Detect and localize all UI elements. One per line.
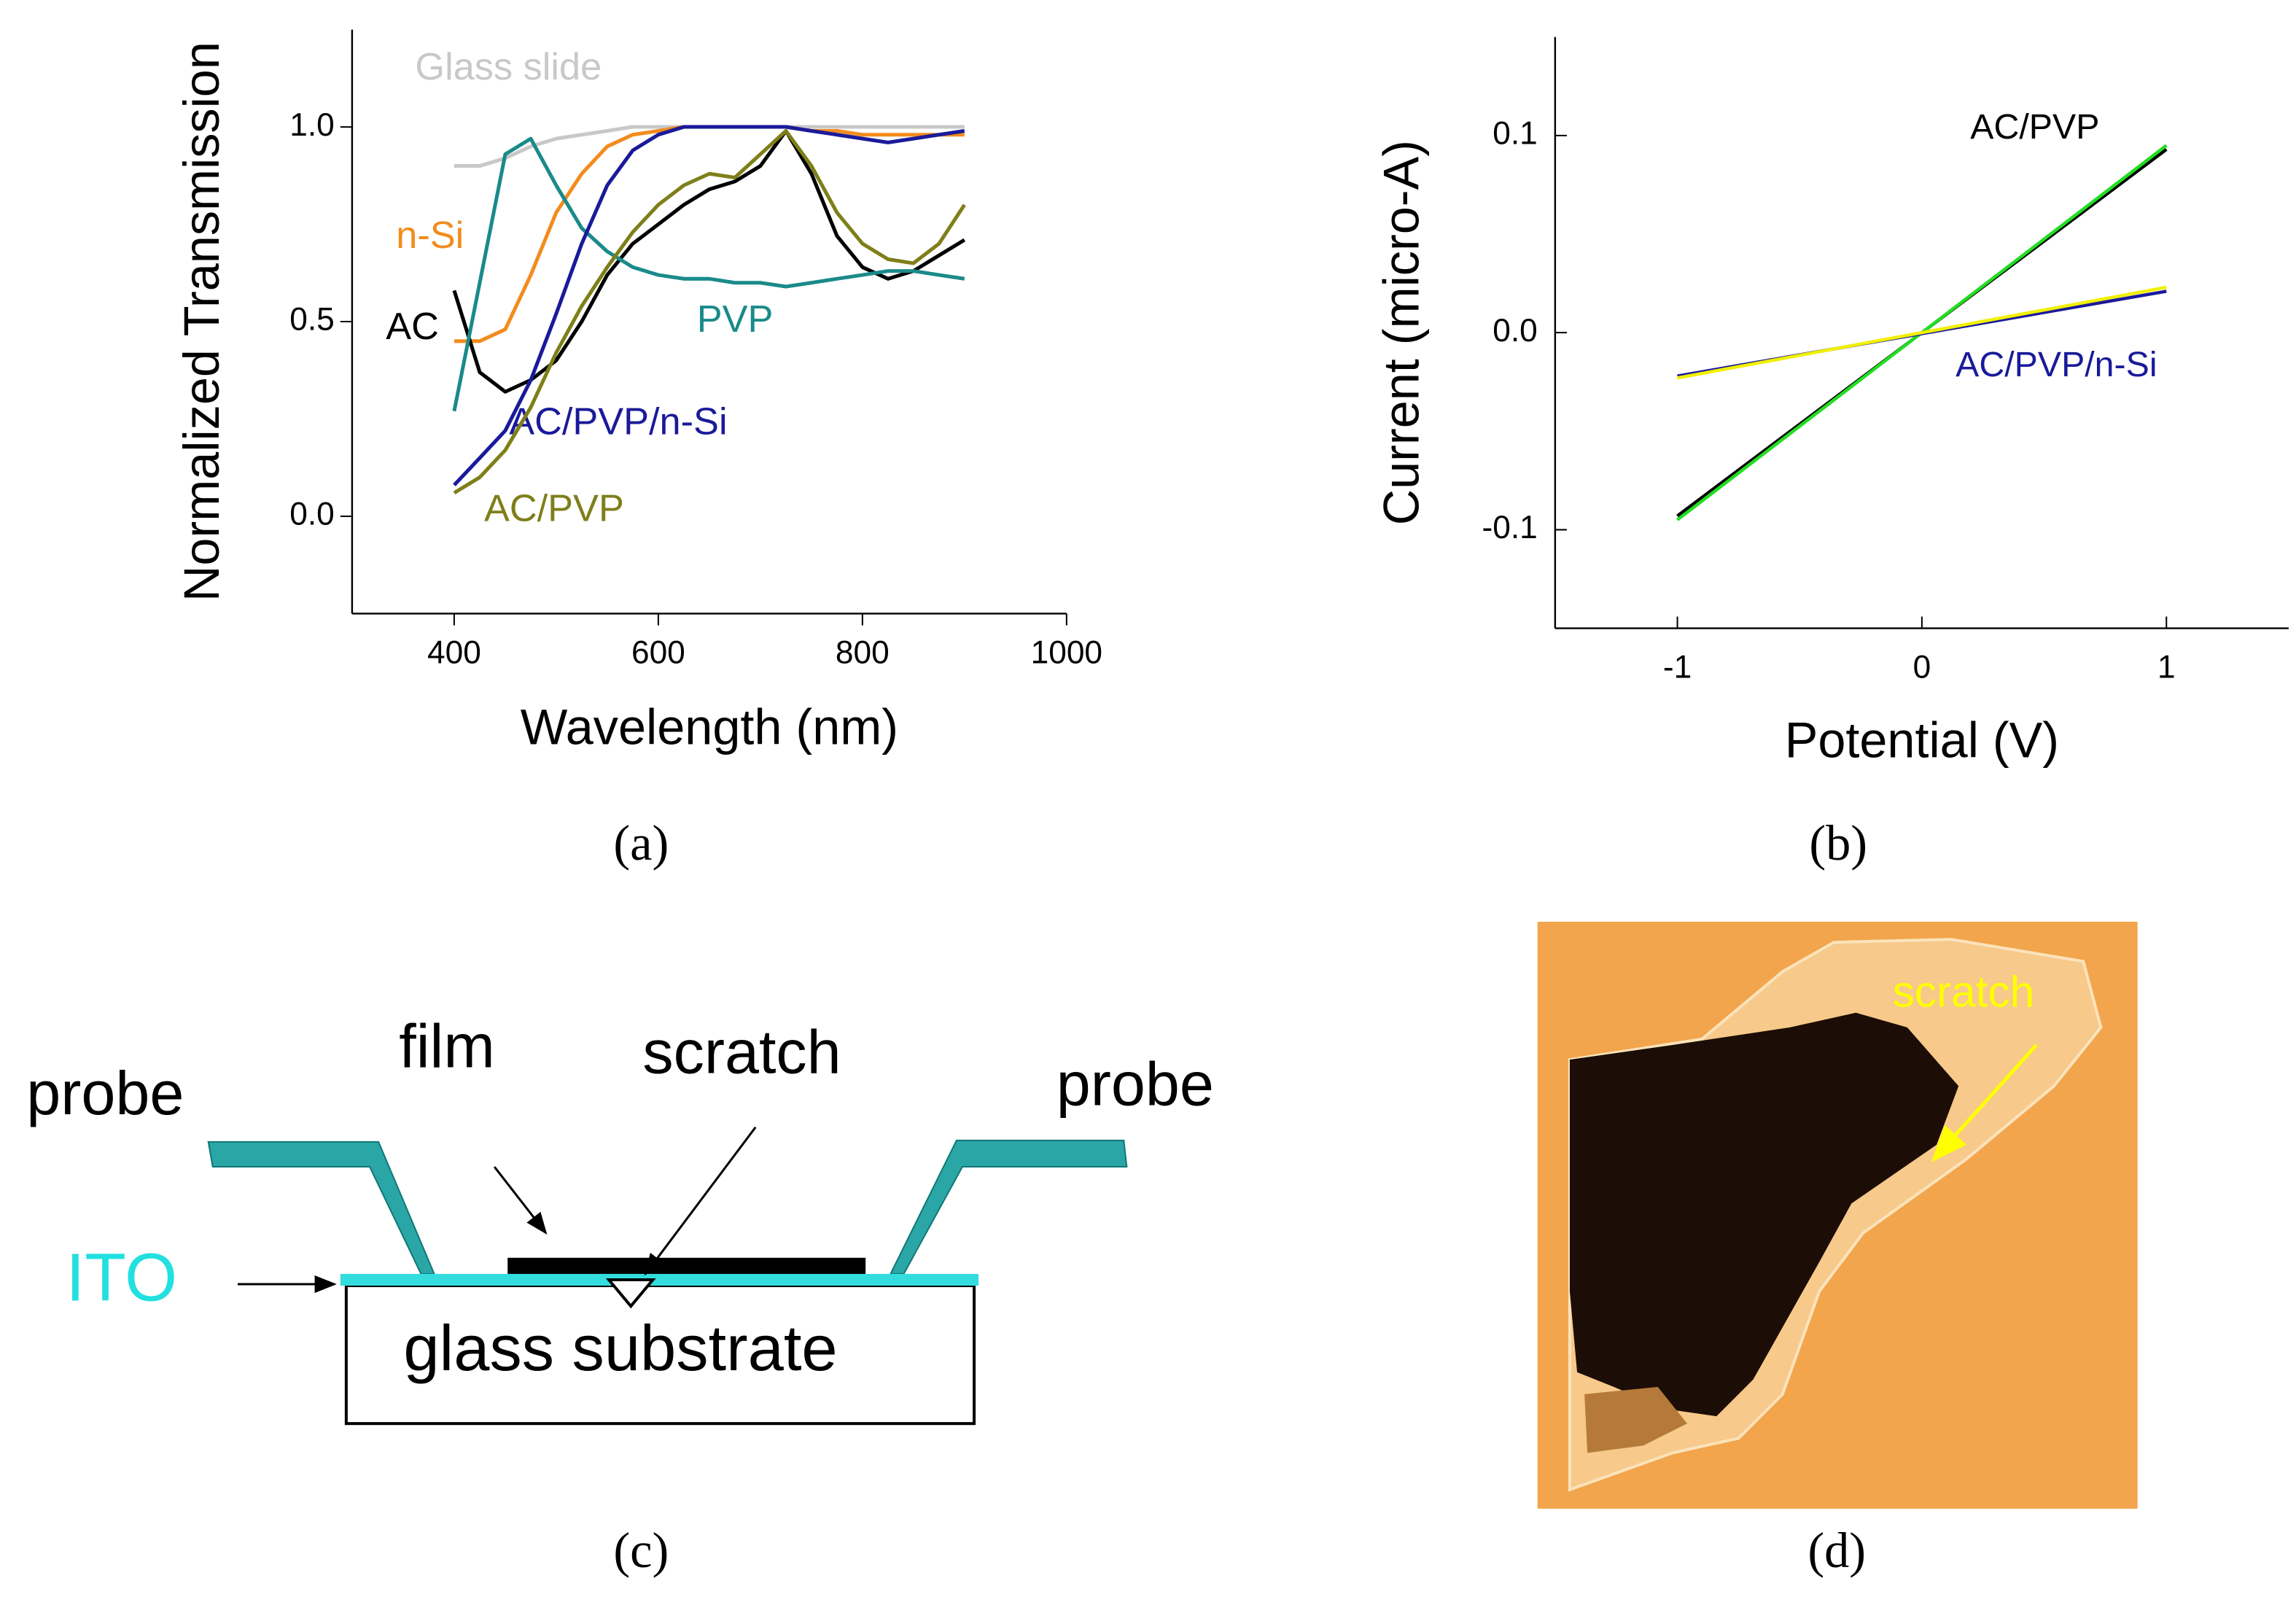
x-tick-label: 800 [836,634,890,670]
y-tick-label: 0.0 [1493,313,1538,349]
series-label: AC [386,306,439,348]
x-tick-label: 0 [1913,650,1931,685]
diagram: probe film scratch probe ITO glass subst… [26,1011,1214,1426]
probe [889,1139,1128,1275]
charts: 0.0 0.5 1.0 400 600 800 1000 Wavelength (nm) Nor… [174,29,2289,769]
ito-layer [340,1273,979,1286]
arrow [493,1166,548,1235]
series-line [452,128,966,394]
y-axis-title: Normalized Transmission [174,42,230,602]
y-tick-label: -0.1 [1482,510,1537,545]
y-tick-label: 0.0 [289,497,335,532]
x-tick-label: -1 [1663,650,1692,685]
series-label: AC/PVP/n-Si [1956,345,2157,384]
film-region [1569,1012,1959,1417]
series-line [452,136,965,412]
series-line [453,125,965,486]
series-label: PVP [697,298,774,341]
photo: scratch [1537,922,2138,1509]
film [507,1257,866,1274]
probe [207,1141,436,1275]
arrow [1931,1044,2038,1162]
x-axis-title: Wavelength (nm) [521,700,898,755]
x-tick-label: 600 [631,634,685,670]
diagram-label: probe [1056,1050,1214,1119]
photo-label: scratch [1893,967,2035,1017]
series-label: AC/PVP/n-Si [509,401,727,443]
arrow [644,1126,757,1276]
series-label: Glass slide [415,46,602,88]
y-tick-label: 0.5 [289,302,335,338]
diagram-label: ITO [66,1239,178,1315]
y-tick-label: 0.1 [1493,116,1538,152]
y-axis-title: Current (micro-A) [1374,140,1430,525]
diagram-label: glass substrate [403,1312,837,1384]
diagram-label: probe [26,1059,184,1127]
series-label: AC/PVP [1970,107,2099,147]
y-tick-label: 1.0 [289,107,335,143]
panel-label: (d) [1807,1523,1866,1578]
x-tick-label: 1000 [1031,634,1102,670]
film-region [1584,1386,1687,1453]
series-line [454,125,965,168]
series-label: n-Si [396,214,464,257]
x-tick-label: 400 [427,634,481,670]
series-line [1677,285,2167,380]
panel-label: (c) [613,1523,669,1578]
panel-label: (a) [613,815,669,871]
scratch-groove [605,1278,656,1309]
diagram-label: film [399,1011,494,1080]
diagram-label: scratch [642,1017,841,1086]
x-axis-title: Potential (V) [1785,713,2059,769]
x-tick-label: 1 [2157,650,2176,685]
series-label: AC/PVP [484,487,624,529]
series-line [453,128,966,495]
panel-label: (b) [1809,815,1867,871]
